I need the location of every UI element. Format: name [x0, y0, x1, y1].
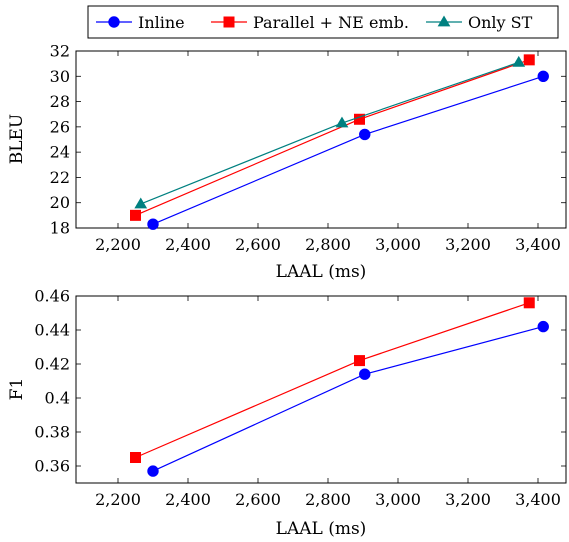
bleu-x-tick-label: 2,400 — [165, 235, 211, 254]
f1-x-tick-label: 3,400 — [515, 490, 561, 509]
bleu-x-tick-label: 2,600 — [235, 235, 281, 254]
bleu-y-tick-label: 18 — [50, 219, 70, 238]
bleu-y-axis-label: BLEU — [7, 114, 27, 165]
bleu-series-only-st-point — [335, 116, 349, 128]
f1-x-tick-label: 2,600 — [235, 490, 281, 509]
legend-box — [87, 5, 559, 39]
bleu-x-tick-label: 3,200 — [445, 235, 491, 254]
f1-series-inline-line — [152, 326, 544, 472]
bleu-y-tick-label: 32 — [50, 42, 70, 61]
f1-series-inline-point — [147, 465, 159, 477]
f1-y-tick-label: 0.4 — [45, 389, 70, 408]
f1-y-tick-label: 0.44 — [34, 321, 70, 340]
f1-y-tick-label: 0.46 — [34, 287, 70, 306]
bleu-series-parallel-ne-emb-point — [523, 54, 535, 66]
legend-only-st-marker — [437, 15, 451, 27]
f1-series-inline-point — [359, 368, 371, 380]
f1-plot: 2,200 2,400 2,600 2,800 3,000 3,200 3,400 0.36 0… — [7, 287, 567, 539]
legend-only-st-label: Only ST — [468, 13, 533, 32]
bleu-series-parallel-ne-emb-point — [130, 209, 141, 221]
bleu-series-inline-line — [152, 75, 544, 225]
f1-x-tick-label: 2,800 — [305, 490, 351, 509]
f1-series-inline-point — [537, 320, 549, 333]
f1-x-tick-label: 2,200 — [95, 490, 141, 509]
legend-inline-label: Inline — [138, 13, 185, 32]
bleu-series-inline-point — [537, 70, 549, 82]
f1-plot-frame — [75, 295, 567, 484]
legend-inline-marker — [108, 16, 120, 28]
bleu-x-tick-label: 3,400 — [515, 235, 561, 254]
f1-y-tick-label: 0.42 — [34, 355, 70, 374]
legend: Inline Parallel + NE emb. Only ST — [87, 5, 559, 39]
legend-parallel-ne-emb-marker — [223, 16, 235, 28]
bleu-x-axis-label: LAAL (ms) — [276, 262, 367, 282]
bleu-y-tick-label: 30 — [50, 67, 70, 86]
f1-series-parallel-ne-emb-point — [523, 297, 535, 309]
f1-y-tick-label: 0.36 — [34, 457, 70, 476]
bleu-series-only-st-point — [134, 197, 148, 209]
bleu-x-tick-label: 3,000 — [375, 235, 421, 254]
bleu-y-tick-label: 24 — [50, 143, 70, 162]
f1-series-parallel-ne-emb-point — [354, 355, 365, 367]
f1-x-tick-label: 3,000 — [375, 490, 421, 509]
bleu-plot-frame — [75, 50, 567, 229]
f1-series-parallel-ne-emb-point — [130, 452, 141, 463]
bleu-x-tick-label: 2,800 — [305, 235, 351, 254]
f1-y-axis-label: F1 — [7, 378, 27, 401]
f1-series-parallel-ne-emb-line — [135, 302, 530, 459]
bleu-y-tick-label: 28 — [50, 92, 70, 111]
bleu-series-inline-point — [359, 128, 371, 141]
bleu-x-tick-label: 2,200 — [95, 235, 141, 254]
bleu-plot: 2,200 2,400 2,600 2,800 3,000 3,200 3,400 18 20 2… — [7, 42, 567, 282]
f1-y-tick-label: 0.38 — [34, 423, 70, 442]
f1-x-tick-label: 3,200 — [445, 490, 491, 509]
f1-x-axis-label: LAAL (ms) — [276, 519, 367, 539]
legend-parallel-ne-emb-label: Parallel + NE emb. — [253, 13, 409, 32]
bleu-y-tick-label: 20 — [50, 193, 70, 212]
f1-x-tick-label: 2,400 — [165, 490, 211, 509]
bleu-y-tick-label: 22 — [50, 168, 70, 187]
bleu-series-parallel-ne-emb-line — [135, 59, 530, 216]
bleu-series-only-st-point — [512, 55, 526, 67]
bleu-series-inline-point — [147, 218, 159, 230]
bleu-y-tick-label: 26 — [50, 117, 70, 136]
